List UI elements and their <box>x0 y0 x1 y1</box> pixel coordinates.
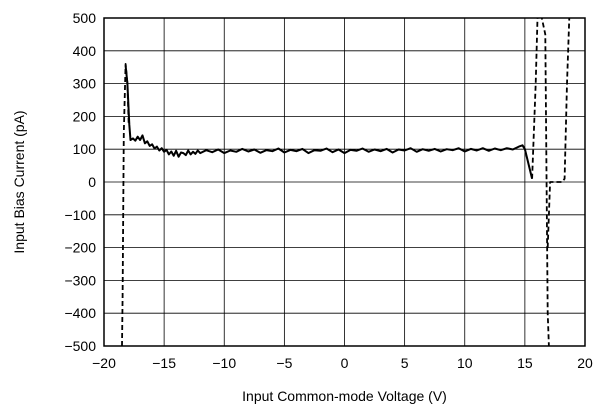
x-tick-labels: −20 −15 −10 −5 0 5 10 15 20 <box>92 355 593 371</box>
x-tick-label: −20 <box>92 355 116 371</box>
x-tick-label: 20 <box>577 355 593 371</box>
x-tick-label: −5 <box>276 355 292 371</box>
y-tick-label: 100 <box>73 141 97 157</box>
y-tick-label: 0 <box>88 174 96 190</box>
series-group <box>121 18 571 346</box>
y-tick-label: 400 <box>73 43 97 59</box>
y-tick-label: −500 <box>64 338 96 354</box>
dashed-series-line-3 <box>540 18 551 346</box>
y-tick-label: −400 <box>64 305 96 321</box>
y-tick-label: 500 <box>73 10 97 26</box>
y-tick-label: −100 <box>64 207 96 223</box>
x-tick-label: −10 <box>212 355 236 371</box>
dashed-series-line-2 <box>531 18 539 179</box>
y-tick-label: −300 <box>64 272 96 288</box>
x-axis-title: Input Common-mode Voltage (V) <box>242 388 447 404</box>
x-tick-label: 5 <box>401 355 409 371</box>
y-axis-title: Input Bias Current (pA) <box>11 110 27 253</box>
dashed-series-line-1 <box>121 63 130 346</box>
x-tick-label: −15 <box>152 355 176 371</box>
y-tick-label: 200 <box>73 108 97 124</box>
plot-frame <box>103 17 586 347</box>
y-tick-label: 300 <box>73 76 97 92</box>
grid <box>103 17 586 347</box>
x-tick-label: 15 <box>517 355 533 371</box>
y-tick-label: −200 <box>64 240 96 256</box>
dashed-series-line-4 <box>546 18 571 248</box>
x-tick-label: 0 <box>341 355 349 371</box>
x-tick-label: 10 <box>457 355 473 371</box>
y-tick-labels: 500 400 300 200 100 0 −100 −200 −300 −400 −500 <box>64 10 96 354</box>
solid-series-line-0 <box>124 65 534 179</box>
